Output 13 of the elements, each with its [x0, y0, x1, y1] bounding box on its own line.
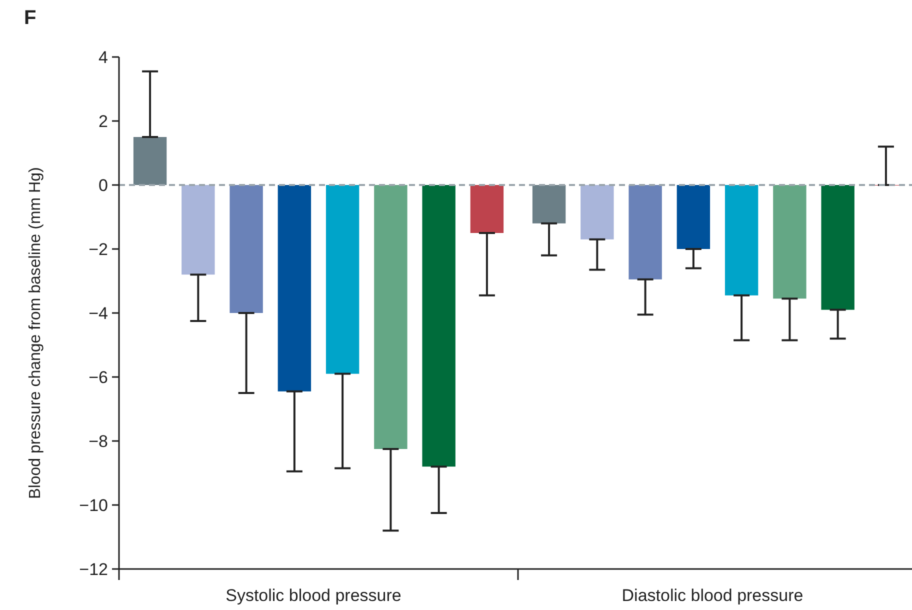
y-tick-label: −8: [88, 432, 108, 451]
y-axis-title: Blood pressure change from baseline (mm Hg): [27, 167, 44, 499]
y-tick-label: −4: [88, 304, 108, 323]
x-tick-label: Systolic blood pressure: [226, 586, 402, 605]
y-tick-label: −10: [79, 496, 108, 515]
y-tick-label: 2: [98, 112, 108, 131]
chart-title: F: [24, 7, 36, 29]
y-tick-label: −2: [88, 240, 108, 259]
y-tick-label: 4: [98, 48, 108, 67]
y-tick-label: −12: [79, 560, 108, 579]
x-tick-label: Diastolic blood pressure: [622, 586, 804, 605]
y-tick-label: 0: [98, 176, 108, 195]
y-tick-label: −6: [88, 368, 108, 387]
